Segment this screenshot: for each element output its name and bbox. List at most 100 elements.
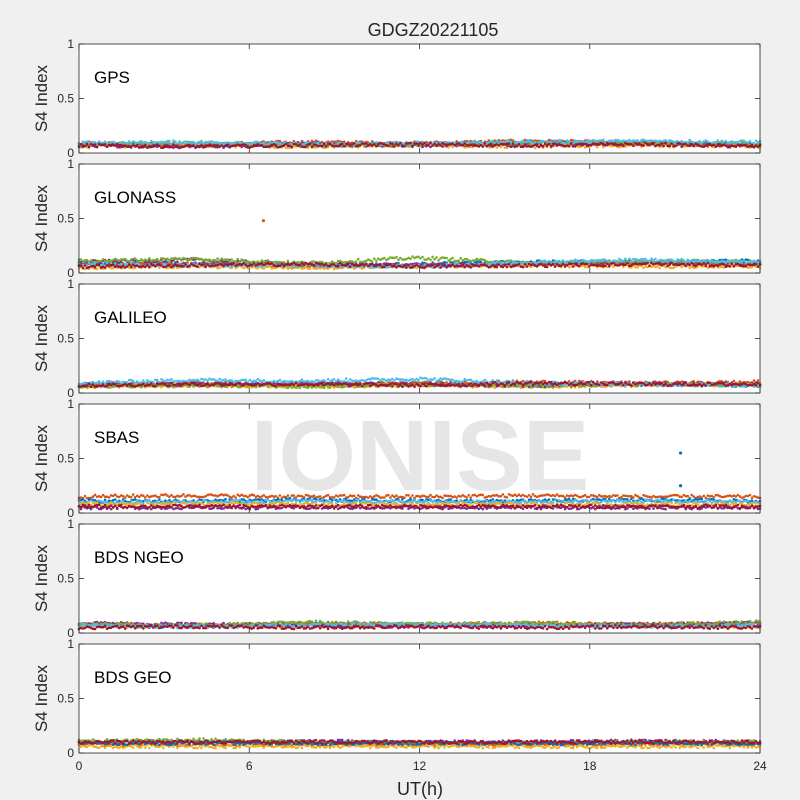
- data-point: [682, 262, 685, 266]
- data-point: [228, 259, 231, 263]
- data-point: [158, 144, 161, 148]
- data-point: [427, 144, 430, 147]
- data-point: [583, 146, 587, 149]
- data-point: [129, 145, 133, 149]
- data-point: [127, 263, 131, 267]
- data-point: [393, 144, 396, 148]
- data-point: [336, 145, 340, 148]
- data-point: [136, 143, 139, 147]
- data-point: [555, 139, 559, 143]
- data-point: [756, 145, 760, 149]
- data-point: [286, 259, 290, 263]
- data-point: [644, 143, 647, 147]
- data-point: [481, 145, 485, 148]
- data-point: [461, 263, 465, 267]
- data-point: [469, 266, 473, 269]
- data-point: [587, 260, 591, 264]
- data-point: [602, 145, 605, 149]
- data-point: [503, 146, 507, 150]
- data-point: [244, 143, 247, 147]
- data-point: [630, 259, 633, 263]
- data-point: [670, 144, 673, 147]
- data-point: [571, 265, 575, 268]
- data-point: [342, 140, 346, 143]
- data-point: [338, 262, 342, 265]
- data-point: [144, 265, 147, 269]
- data-point: [604, 143, 607, 147]
- data-point: [451, 263, 454, 267]
- data-point: [148, 265, 151, 269]
- data-point: [652, 141, 655, 145]
- data-point: [612, 261, 615, 265]
- data-point: [383, 145, 386, 148]
- data-point: [354, 260, 358, 263]
- data-point: [499, 145, 503, 149]
- data-point: [644, 257, 647, 261]
- data-point: [545, 265, 549, 269]
- data-point: [294, 145, 298, 148]
- data-point: [523, 138, 527, 142]
- data-point: [577, 265, 581, 268]
- data-point: [93, 143, 97, 146]
- data-point: [423, 141, 426, 145]
- data-point: [571, 139, 575, 142]
- data-point: [158, 259, 161, 263]
- data-point: [256, 140, 260, 144]
- data-point: [332, 263, 336, 266]
- data-point: [437, 258, 440, 262]
- data-point: [266, 259, 270, 262]
- data-point: [702, 261, 706, 265]
- data-point: [467, 262, 471, 265]
- data-point: [469, 145, 473, 149]
- data-point: [178, 257, 181, 261]
- data-point: [431, 263, 434, 267]
- data-point: [604, 264, 607, 268]
- data-point: [682, 145, 685, 148]
- y-tick-label: 1: [67, 37, 74, 51]
- data-point: [553, 144, 557, 148]
- data-point: [93, 145, 97, 149]
- data-point: [371, 262, 374, 266]
- data-point: [377, 265, 380, 269]
- y-tick-label: 0.5: [57, 212, 74, 226]
- data-point: [105, 145, 109, 149]
- data-point: [375, 259, 378, 263]
- data-point: [756, 265, 760, 268]
- data-point: [443, 264, 446, 267]
- data-point: [505, 146, 509, 149]
- data-point: [119, 262, 123, 266]
- data-point: [680, 265, 683, 269]
- data-point: [648, 264, 651, 268]
- data-point: [583, 142, 587, 146]
- data-point: [664, 262, 667, 265]
- data-point: [407, 264, 410, 267]
- data-point: [326, 267, 330, 271]
- data-point: [260, 265, 264, 268]
- data-point: [218, 260, 221, 263]
- data-point: [465, 139, 469, 143]
- data-point: [284, 146, 288, 150]
- data-point: [95, 267, 99, 271]
- data-point: [230, 258, 233, 261]
- data-point: [602, 262, 605, 266]
- data-point: [577, 145, 581, 149]
- data-point: [131, 260, 135, 263]
- data-point: [551, 262, 555, 266]
- data-point: [320, 144, 324, 148]
- data-point: [226, 143, 229, 146]
- data-point: [569, 138, 573, 142]
- data-point: [244, 263, 247, 266]
- data-point: [714, 145, 718, 148]
- data-point: [445, 256, 448, 260]
- data-point: [634, 144, 637, 147]
- data-point: [174, 140, 177, 143]
- data-point: [278, 139, 282, 143]
- data-point: [445, 266, 448, 269]
- data-point: [260, 140, 264, 144]
- data-point: [220, 144, 223, 147]
- data-point: [674, 260, 677, 264]
- data-point: [154, 265, 157, 268]
- data-point: [541, 145, 545, 148]
